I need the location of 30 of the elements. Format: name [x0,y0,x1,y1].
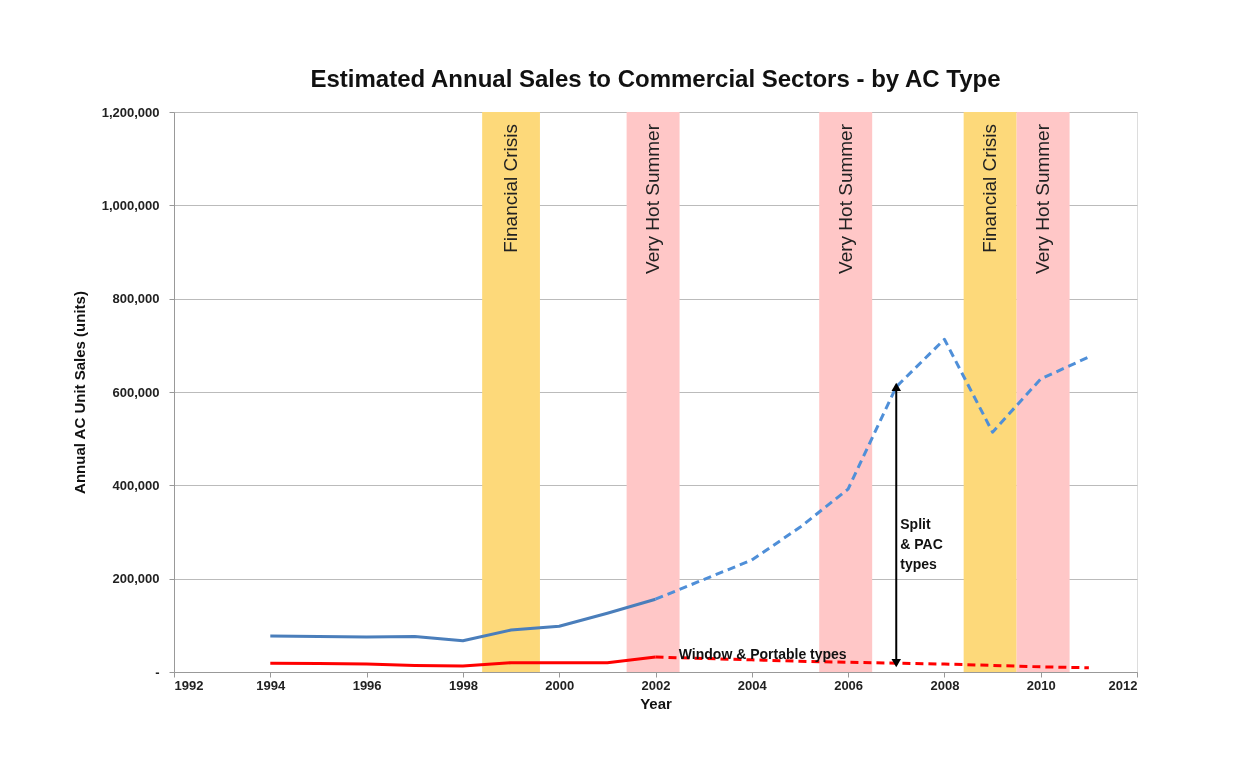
band-label: Financial Crisis [979,124,1001,253]
y-tick-label: 600,000 [112,384,160,400]
x-tick-label: 2004 [737,677,768,693]
y-axis-title: Annual AC Unit Sales (units) [70,291,88,494]
y-tick-label: 1,200,000 [101,104,160,120]
x-axis-title: Year [640,694,673,712]
y-tick-label: 800,000 [112,291,160,307]
y-tick-label: 200,000 [112,571,160,587]
x-tick-label: 1992 [174,677,204,693]
chart-title: Estimated Annual Sales to Commercial Sectors - by AC Type [310,65,1001,92]
annotation: Window & Portable types [678,646,847,663]
x-tick-label: 2006 [834,677,864,693]
y-tick-label: 400,000 [112,477,160,493]
band-label: Very Hot Summer [834,123,856,274]
x-tick-label: 2012 [1108,677,1138,693]
x-tick-label: 1996 [352,677,382,693]
y-tick-label: - [155,664,160,680]
x-tick-label: 2002 [641,677,671,693]
x-tick-label: 2010 [1026,677,1056,693]
band-label: Very Hot Summer [642,123,664,274]
annotation: Split & PAC types [900,516,943,572]
band-label: Financial Crisis [500,124,522,253]
line-series [268,597,657,643]
x-tick-label: 2000 [545,677,575,693]
line-series [654,337,1091,601]
x-tick-label: 2008 [930,677,960,693]
band-label: Very Hot Summer [1032,123,1054,274]
x-tick-label: 1994 [256,677,287,693]
x-tick-label: 1998 [448,677,478,693]
y-tick-label: 1,000,000 [101,197,160,213]
